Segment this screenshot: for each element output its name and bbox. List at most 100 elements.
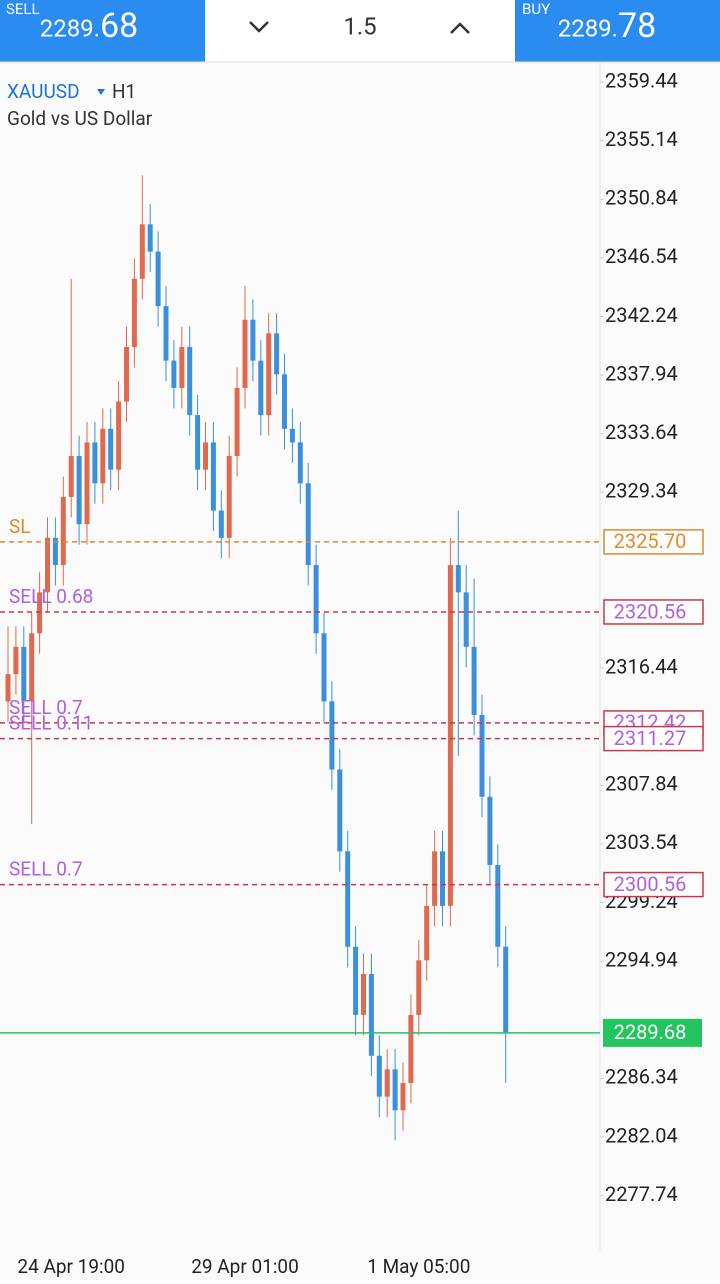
sell-button[interactable] [0,0,205,62]
order-label: SELL 0.7 [9,696,83,719]
candle-body [13,646,19,675]
y-tick-label: 2346.54 [605,244,678,268]
y-tick-label: 2329.34 [605,479,678,503]
candle-body [195,415,201,470]
candle-body [203,442,208,470]
buy-price-main: 2289. [558,14,618,42]
candle-body [179,347,185,388]
candle-body [400,1083,406,1111]
candle-body [218,510,224,538]
buy-button[interactable] [515,0,720,62]
candle-body [408,1014,414,1084]
lot-decrease[interactable] [249,21,269,33]
lot-size[interactable]: 1.5 [343,12,376,40]
candle-body [495,864,501,947]
lot-panel [205,0,515,62]
symbol-description: Gold vs US Dollar [7,107,153,130]
candle-body [479,715,485,797]
plot: 2359.44 2355.14 2350.84 2346.54 2342.24 2337.… [0,68,704,1278]
candle-body [155,251,161,307]
sell-price-main: 2289. [40,14,100,42]
y-tick-label: 2350.84 [605,186,678,210]
y-tick-label: 2333.64 [605,420,678,444]
candle-body [60,496,66,566]
order-label: SL [9,515,31,538]
order-label: SELL 0.11 [9,712,93,735]
candle-body [313,565,319,634]
symbol-dropdown[interactable] [97,89,105,95]
candle-body [487,796,493,865]
candle-body [37,592,43,634]
order-price-box [603,599,704,625]
candle-body [345,851,351,947]
candle-body [52,537,58,566]
candle-body [187,347,193,416]
candle-body [68,456,74,497]
candle-body [242,319,248,388]
symbol-name[interactable]: XAUUSD [7,80,80,103]
y-tick-label: 2294.94 [605,947,678,971]
sell-label: SELL [6,0,40,18]
candle-body [116,401,122,470]
candle-body [108,428,114,470]
y-tick-label: 2277.74 [605,1182,678,1206]
y-tick-label: 2316.44 [605,654,678,678]
order-price-box [603,529,704,555]
y-tick-label: 2355.14 [605,127,678,151]
candle-body [5,674,11,702]
y-tick-label: 2303.54 [605,830,678,854]
candle-body [368,973,374,1056]
order-price: 2320.56 [614,599,687,623]
candle-body [384,1069,390,1097]
order-price: 2300.56 [614,872,687,896]
candle-body [282,374,287,429]
order-price: 2325.70 [614,529,687,553]
y-tick-label: 2359.44 [605,68,678,92]
candle-body [100,428,106,484]
candle-body [455,565,461,593]
y-tick-label: 2307.84 [605,772,678,796]
candle-body [29,633,35,702]
candle-body [21,646,27,702]
candle-body [416,960,422,1015]
candle-body [250,319,256,361]
candle-body [131,278,137,348]
candle-body [139,224,145,279]
candle-body [361,973,366,1015]
candle-body [234,387,240,457]
candle-body [392,1069,398,1111]
candle-body [321,633,327,702]
candle-body [353,946,359,1015]
candle-body [45,537,50,593]
candle-body [440,851,445,906]
candle-body [147,224,153,252]
candle-body [171,360,177,388]
bid-price-box [603,1018,702,1047]
candle-body [289,428,295,443]
candle-body [376,1055,382,1097]
candle-body [258,360,264,416]
candle-body [226,456,232,538]
candle-body [337,769,343,852]
y-tick-label: 2282.04 [605,1123,678,1147]
candle-body [297,442,303,484]
candle-body [274,333,280,375]
order-price-box [603,725,704,752]
timeframe: H1 [112,80,136,103]
order-price: 2311.27 [614,726,687,750]
order-price-box [603,871,704,898]
candle-body [329,701,335,770]
bid-price: 2289.68 [614,1020,687,1044]
candle-body [424,905,430,961]
candle-body [266,333,272,416]
candle-body [447,565,453,906]
candle-body [305,483,311,566]
lot-increase[interactable] [450,22,470,34]
buy-label: BUY [522,0,550,18]
y-tick-label: 2342.24 [605,303,678,327]
candle-body [92,442,98,484]
order-label: SELL 0.68 [9,585,93,608]
candle-body [76,456,82,525]
